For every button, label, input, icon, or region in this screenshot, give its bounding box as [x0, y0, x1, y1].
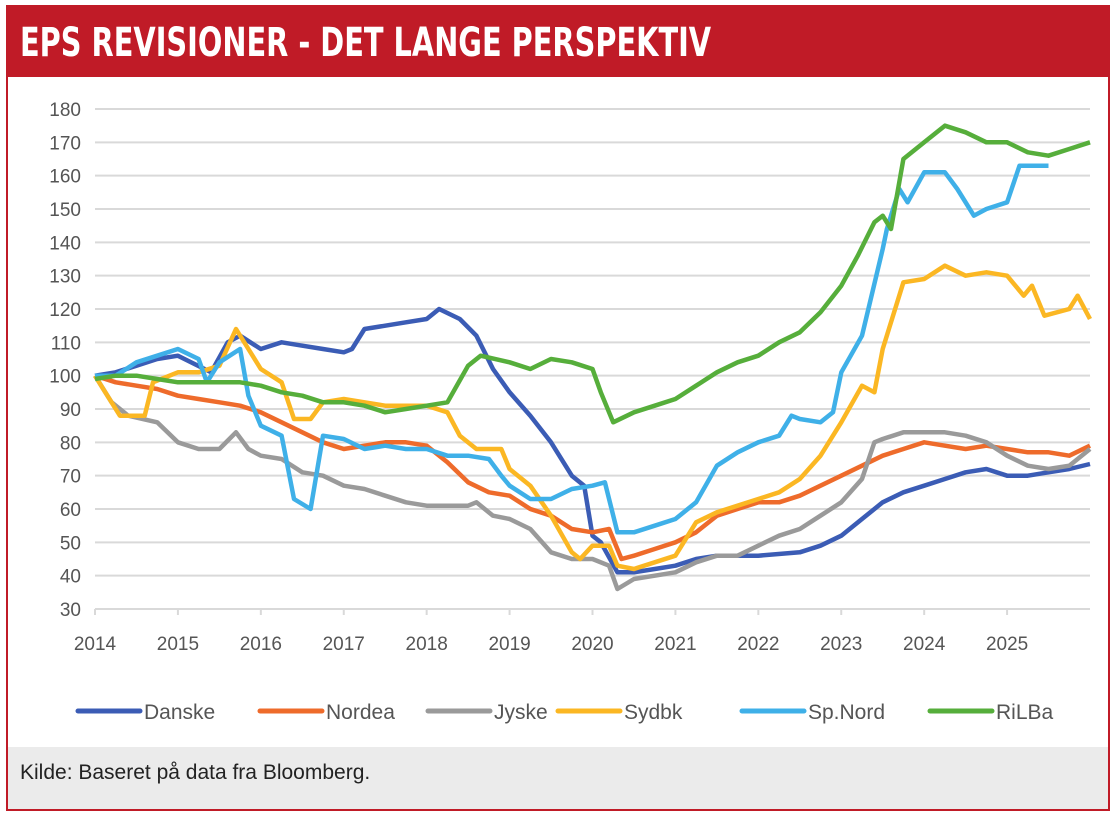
chart-title: EPS REVISIONER - DET LANGE PERSPEKTIV — [20, 20, 712, 66]
x-tick-label: 2018 — [406, 634, 448, 655]
x-tick-label: 2015 — [157, 634, 199, 655]
series-line-rilba — [94, 123, 1091, 425]
series-line-danske — [94, 306, 1091, 575]
x-tick-label: 2019 — [488, 634, 530, 655]
y-tick-label: 30 — [60, 600, 81, 621]
legend-label: Nordea — [326, 701, 395, 724]
header-bar: EPS REVISIONER - DET LANGE PERSPEKTIV — [8, 7, 1108, 77]
x-tick-label: 2025 — [986, 634, 1028, 655]
legend-item-sydbk: Sydbk — [555, 701, 683, 724]
y-tick-label: 110 — [51, 333, 81, 354]
series-line-nordea — [94, 373, 1091, 562]
x-tick-label: 2022 — [737, 634, 779, 655]
source-note: Kilde: Baseret på data fra Bloomberg. — [20, 761, 371, 784]
y-tick-label: 70 — [60, 467, 81, 488]
legend-item-danske: Danske — [75, 701, 215, 724]
legend-label: Danske — [144, 701, 215, 724]
x-tick-label: 2021 — [654, 634, 696, 655]
y-tick-label: 100 — [49, 367, 81, 388]
legend-label: Jyske — [494, 701, 548, 724]
x-tick-label: 2016 — [240, 634, 282, 655]
x-tick-label: 2020 — [571, 634, 613, 655]
y-tick-label: 80 — [60, 433, 81, 454]
footer-bar: Kilde: Baseret på data fra Bloomberg. — [8, 747, 1108, 809]
legend-item-nordea: Nordea — [257, 701, 395, 724]
y-tick-label: 120 — [49, 300, 81, 321]
series-line-sydbk — [93, 263, 1092, 572]
x-tick-label: 2024 — [903, 634, 946, 655]
y-tick-label: 160 — [49, 167, 81, 188]
line-chart: 30 40 50 60 70 80 90 100 110 120 130 140 150 160 170 18… — [49, 100, 1092, 724]
y-tick-label: 130 — [49, 267, 81, 288]
y-tick-label: 50 — [60, 533, 81, 554]
legend-item-rilba: RiLBa — [927, 701, 1054, 724]
legend-label: Sp.Nord — [808, 701, 885, 724]
legend-item-jyske: Jyske — [425, 701, 548, 724]
y-tick-label: 90 — [60, 400, 81, 421]
x-tick-label: 2023 — [820, 634, 862, 655]
y-tick-label: 140 — [49, 233, 81, 254]
x-tick-label: 2017 — [323, 634, 365, 655]
y-tick-label: 60 — [60, 500, 81, 521]
y-tick-label: 180 — [49, 100, 81, 121]
y-tick-label: 170 — [49, 133, 81, 154]
legend-label: Sydbk — [624, 701, 683, 724]
y-tick-label: 40 — [60, 567, 81, 588]
legend-item-spnord: Sp.Nord — [739, 701, 885, 724]
legend-label: RiLBa — [996, 701, 1054, 724]
x-tick-label: 2014 — [74, 634, 117, 655]
y-tick-label: 150 — [49, 200, 81, 221]
series-line-jyske — [93, 374, 1092, 592]
